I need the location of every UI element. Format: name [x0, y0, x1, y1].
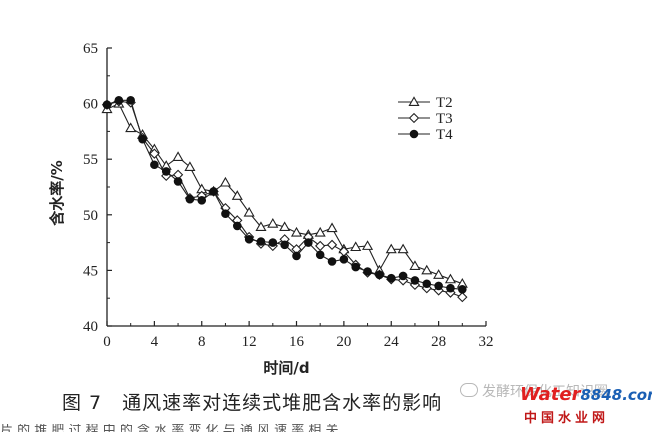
x-tick-label: 12	[242, 334, 257, 350]
data-point-T4	[351, 262, 361, 272]
data-point-T4	[150, 160, 159, 170]
data-point-T4	[209, 187, 218, 196]
data-point-T4	[161, 167, 171, 176]
data-point-T4	[339, 254, 349, 264]
site-name-cn: 中国水业网	[524, 411, 610, 426]
logo-number: 8848	[580, 386, 623, 404]
y-axis-label: 含水率/%	[48, 160, 66, 226]
data-point-T4	[197, 196, 207, 205]
data-point-T2	[125, 122, 137, 133]
wechat-watermark: 发酵环保化工知识圈	[460, 381, 608, 401]
x-tick-label: 8	[198, 334, 206, 350]
data-point-T2	[421, 264, 433, 275]
data-point-T4	[114, 95, 124, 105]
x-tick-label: 4	[151, 334, 159, 350]
series-line-T4	[106, 99, 463, 290]
y-tick-label: 40	[83, 319, 98, 335]
data-point-T2	[172, 151, 184, 161]
body-text-fragment: 片 的 堆 肥 过 程 中 的 含 水 率 变 化 与 通 风 速 率 相 关	[0, 424, 339, 432]
logo-suffix: .com	[622, 386, 652, 404]
data-point-T4	[126, 95, 135, 105]
series-T3	[101, 96, 468, 303]
data-point-T4	[244, 234, 254, 244]
figure-caption: 图 7 通风速率对连续式堆肥含水率的影响	[62, 392, 443, 414]
data-point-T4	[256, 237, 266, 246]
data-point-T2	[409, 260, 421, 270]
x-axis-label: 时间/d	[263, 359, 309, 377]
legend-marker	[408, 96, 420, 106]
y-tick-label: 55	[83, 152, 98, 168]
series-line-T2	[106, 102, 463, 285]
data-point-T4	[232, 221, 242, 231]
data-point-T4	[221, 209, 230, 218]
data-point-T4	[292, 251, 301, 261]
y-tick-label: 45	[83, 263, 98, 279]
data-point-T2	[350, 241, 362, 252]
x-tick-label: 20	[336, 334, 351, 350]
data-point-T2	[314, 226, 326, 237]
logo-main: Water	[520, 384, 581, 405]
wechat-icon	[460, 383, 478, 397]
data-point-T4	[138, 134, 147, 144]
data-point-T4	[446, 283, 455, 293]
data-point-T3	[315, 240, 326, 252]
y-tick-label: 50	[83, 208, 98, 224]
x-tick-label: 16	[289, 334, 305, 350]
legend-marker	[408, 112, 420, 124]
x-tick-label: 28	[431, 334, 446, 350]
data-point-T4	[102, 100, 112, 110]
x-tick-label: 24	[384, 334, 400, 350]
data-point-T2	[231, 190, 243, 200]
wechat-watermark-text: 发酵环保化工知识圈	[482, 384, 608, 400]
data-point-T4	[410, 276, 420, 285]
legend-label: T2	[436, 95, 453, 111]
data-point-T3	[149, 148, 160, 159]
data-point-T2	[267, 217, 279, 228]
data-point-T2	[290, 226, 303, 237]
data-point-T3	[326, 239, 338, 251]
y-tick-label: 60	[83, 97, 98, 113]
data-point-T2	[385, 243, 397, 254]
data-point-T2	[444, 273, 457, 284]
data-point-T4	[315, 250, 325, 260]
legend-marker	[409, 129, 419, 139]
data-point-T4	[458, 285, 467, 294]
data-point-T4	[304, 238, 313, 247]
data-point-T2	[184, 161, 196, 171]
data-point-T4	[422, 279, 432, 289]
data-point-T4	[268, 238, 278, 247]
data-point-T4	[327, 257, 337, 266]
data-point-T4	[280, 240, 289, 250]
data-point-T2	[219, 176, 231, 187]
legend-label: T4	[436, 127, 453, 143]
data-point-T4	[434, 281, 443, 291]
data-point-T4	[386, 273, 396, 283]
data-point-T4	[173, 177, 183, 186]
data-point-T2	[397, 243, 409, 254]
data-point-T3	[457, 291, 468, 303]
y-tick-label: 65	[83, 41, 98, 57]
series-line-T3	[106, 100, 463, 298]
data-point-T2	[255, 221, 267, 232]
legend-label: T3	[436, 111, 453, 127]
data-point-T2	[243, 206, 255, 217]
legend-item-T4: T4	[398, 127, 453, 143]
x-tick-label: 32	[479, 334, 494, 350]
data-point-T4	[398, 271, 408, 281]
legend-item-T3: T3	[398, 111, 453, 127]
data-point-T4	[363, 267, 372, 276]
data-point-T4	[375, 270, 384, 280]
series-T2	[101, 97, 468, 288]
data-point-T4	[185, 194, 195, 204]
data-point-T2	[433, 269, 445, 279]
legend-item-T2: T2	[398, 95, 453, 111]
data-point-T2	[279, 221, 291, 232]
x-tick-label: 0	[103, 334, 111, 350]
data-point-T2	[362, 240, 374, 250]
series-T4	[102, 95, 467, 294]
data-point-T2	[326, 222, 338, 233]
site-logo: Water8848.com	[520, 384, 652, 405]
